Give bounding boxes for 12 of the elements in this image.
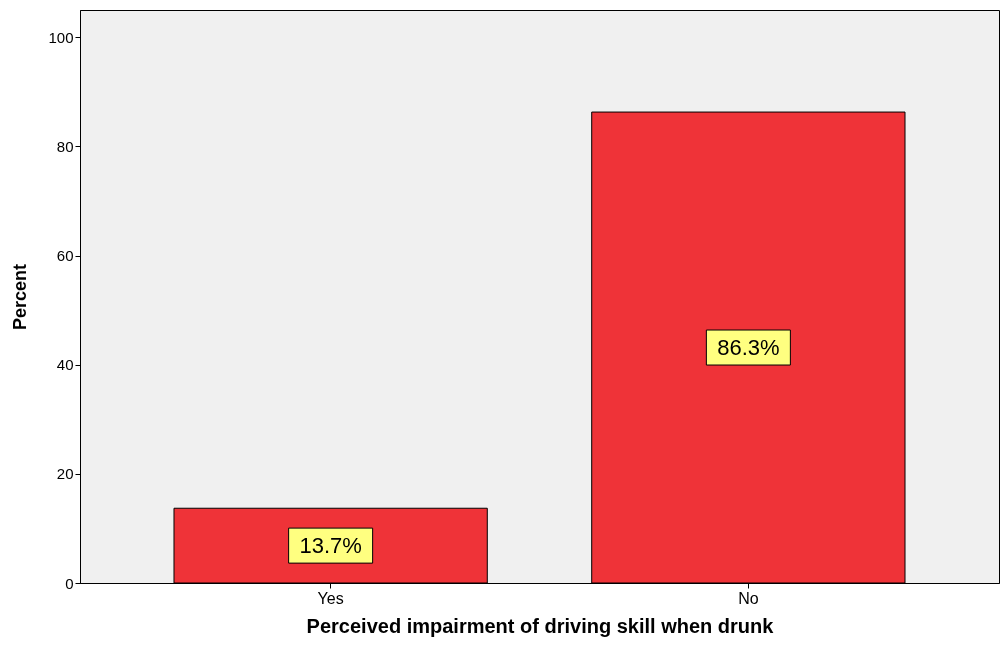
y-tick-label: 20 bbox=[56, 465, 74, 483]
y-axis-title: Percent bbox=[10, 263, 31, 331]
x-tick-label: Yes bbox=[317, 589, 344, 607]
data-label: 86.3% bbox=[717, 334, 780, 360]
x-tick-label: No bbox=[738, 589, 759, 607]
y-tick-label: 100 bbox=[48, 28, 74, 46]
y-tick-label: 60 bbox=[56, 247, 74, 265]
x-axis-title: Perceived impairment of driving skill when drunk bbox=[306, 614, 775, 637]
data-label: 13.7% bbox=[299, 532, 362, 558]
y-tick-label: 80 bbox=[56, 137, 74, 155]
y-tick-label: 0 bbox=[65, 574, 74, 592]
y-tick-label: 40 bbox=[56, 356, 74, 374]
